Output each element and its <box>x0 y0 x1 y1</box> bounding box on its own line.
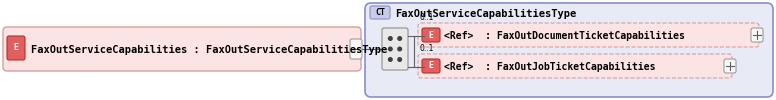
Text: E: E <box>428 30 434 40</box>
Circle shape <box>398 37 401 40</box>
Circle shape <box>389 37 392 40</box>
Text: E: E <box>13 44 19 52</box>
Circle shape <box>389 47 392 51</box>
FancyBboxPatch shape <box>382 28 408 70</box>
FancyBboxPatch shape <box>7 36 25 60</box>
Text: FaxOutServiceCapabilitiesType: FaxOutServiceCapabilitiesType <box>395 9 577 19</box>
Text: 0..1: 0..1 <box>420 13 435 22</box>
FancyBboxPatch shape <box>418 23 759 47</box>
FancyBboxPatch shape <box>3 27 361 71</box>
FancyBboxPatch shape <box>365 3 773 97</box>
Text: FaxOutServiceCapabilities : FaxOutServiceCapabilitiesType: FaxOutServiceCapabilities : FaxOutServic… <box>31 45 387 55</box>
FancyBboxPatch shape <box>751 28 763 42</box>
FancyBboxPatch shape <box>724 59 736 73</box>
Circle shape <box>398 58 401 61</box>
Text: CT: CT <box>375 8 385 17</box>
FancyBboxPatch shape <box>418 54 732 78</box>
FancyBboxPatch shape <box>350 39 362 59</box>
Circle shape <box>398 47 401 51</box>
Text: <Ref>  : FaxOutDocumentTicketCapabilities: <Ref> : FaxOutDocumentTicketCapabilities <box>444 31 685 41</box>
Text: E: E <box>428 62 434 70</box>
FancyBboxPatch shape <box>422 59 440 73</box>
FancyBboxPatch shape <box>370 6 390 19</box>
Circle shape <box>389 58 392 61</box>
Text: <Ref>  : FaxOutJobTicketCapabilities: <Ref> : FaxOutJobTicketCapabilities <box>444 62 656 72</box>
Text: 0..1: 0..1 <box>420 44 435 53</box>
FancyBboxPatch shape <box>422 28 440 42</box>
